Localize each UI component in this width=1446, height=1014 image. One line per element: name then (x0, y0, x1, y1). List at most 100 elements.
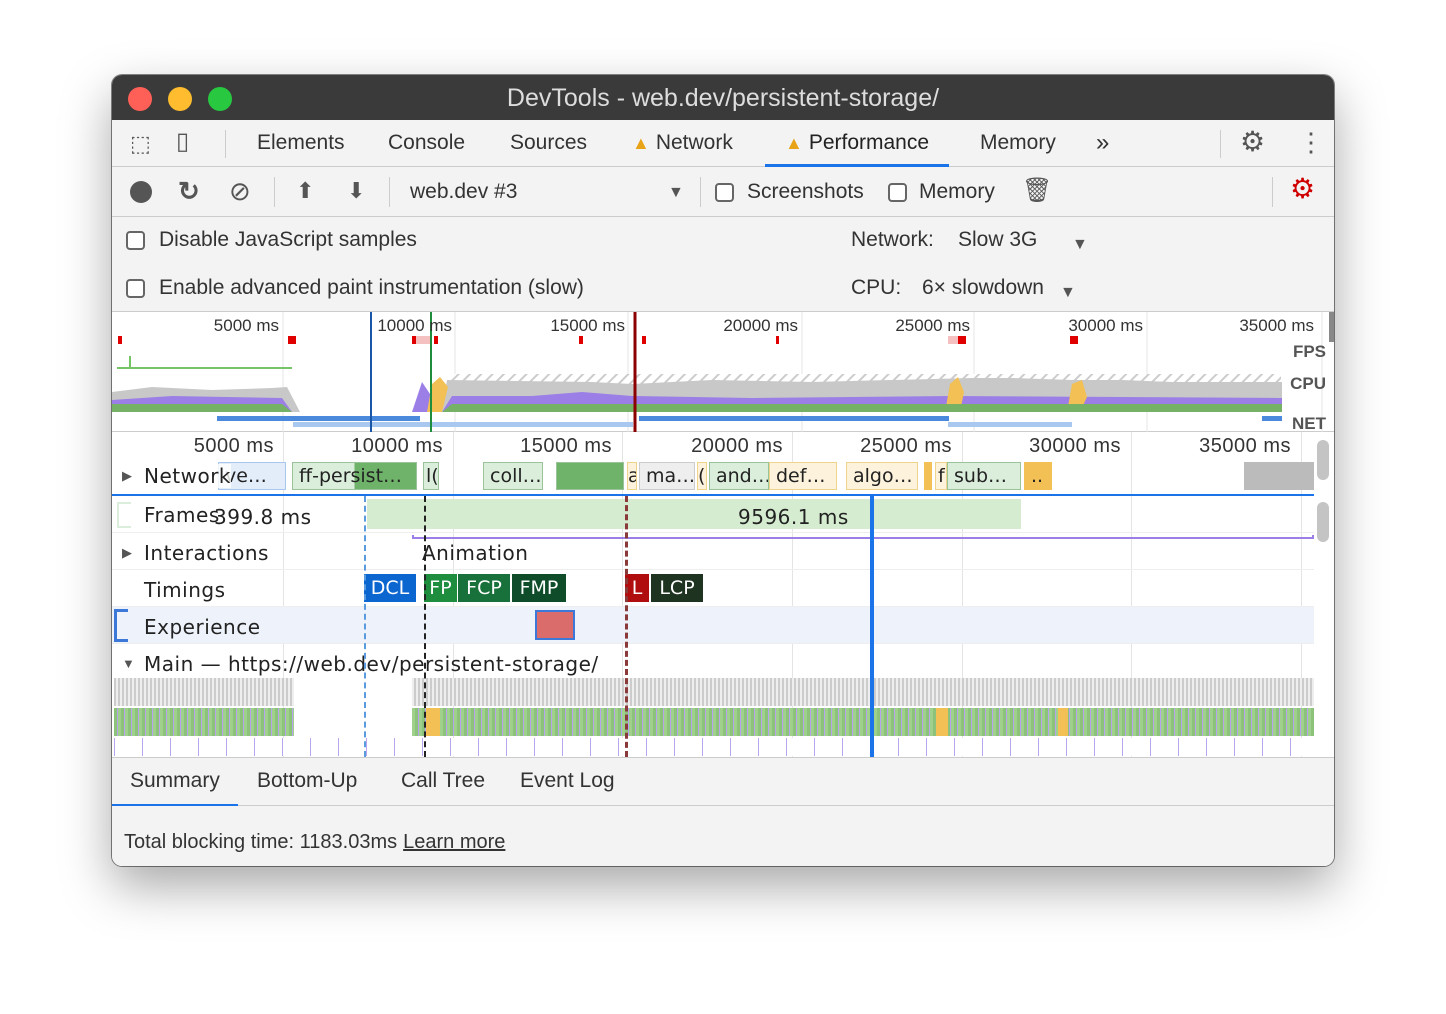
layout-shift-block[interactable] (535, 610, 575, 640)
tab-console[interactable]: Console (388, 131, 466, 154)
settings-gear-icon[interactable]: ⚙ (1240, 126, 1266, 157)
frame-duration: 9596.1 ms (738, 505, 849, 529)
timing-marker-dcl[interactable]: DCL (364, 574, 416, 602)
reload-record-icon[interactable]: ↻ (178, 176, 200, 206)
capture-settings-icon[interactable]: ⚙ (1290, 173, 1316, 204)
total-blocking-time: Total blocking time: 1183.03ms (124, 831, 398, 853)
record-button[interactable] (130, 181, 152, 203)
more-tabs-button[interactable]: » (1096, 129, 1110, 156)
frames-track[interactable]: Frames 399.8 ms 9596.1 ms (112, 496, 1314, 533)
close-button[interactable] (128, 87, 152, 111)
net-bar (1262, 416, 1282, 421)
network-throttle-select[interactable]: Slow 3G (958, 228, 1038, 251)
maximize-button[interactable] (208, 87, 232, 111)
interactions-track[interactable]: ▶ Interactions Animation (112, 533, 1314, 570)
tab-label: Performance (808, 131, 930, 154)
devtools-window: DevTools - web.dev/persistent-storage/ ⬚… (112, 75, 1334, 866)
screenshots-label[interactable]: Screenshots (747, 180, 864, 203)
network-request[interactable]: .. (1024, 462, 1052, 490)
capture-settings-pane: Disable JavaScript samples Enable advanc… (112, 217, 1334, 312)
advanced-paint-label[interactable]: Enable advanced paint instrumentation (s… (159, 276, 584, 299)
timing-marker-fp[interactable]: FP (424, 574, 457, 602)
details-tabs: Summary Bottom-Up Call Tree Event Log (112, 757, 1334, 807)
fps-label: FPS (1292, 342, 1326, 361)
timing-marker-lcp[interactable]: LCP (651, 574, 703, 602)
device-toolbar-icon[interactable]: ▯ (176, 128, 190, 155)
disable-js-samples-checkbox[interactable] (126, 231, 145, 250)
vertical-scrollbar[interactable] (1317, 502, 1329, 542)
fps-line (117, 356, 292, 369)
main-thread-flame[interactable] (114, 678, 1314, 757)
network-request[interactable]: f (935, 462, 947, 490)
tab-summary[interactable]: Summary (112, 758, 238, 807)
cpu-throttle-select[interactable]: 6× slowdown (922, 276, 1044, 299)
advanced-paint-checkbox[interactable] (126, 279, 145, 298)
vertical-scrollbar[interactable] (1317, 440, 1329, 480)
more-options-icon[interactable]: ⋮ (1298, 127, 1324, 157)
main-thread-header[interactable]: ▼ Main — https://web.dev/persistent-stor… (112, 644, 1314, 681)
expand-arrow-icon[interactable]: ▶ (122, 468, 132, 483)
tab-sources[interactable]: Sources (510, 131, 588, 154)
network-request[interactable]: sub… (947, 462, 1021, 490)
tab-network[interactable]: ▲ Network (632, 120, 733, 167)
clear-icon[interactable]: ⊘ (229, 176, 251, 206)
screenshots-checkbox[interactable] (715, 183, 734, 202)
cpu-throttle-label: CPU: (851, 276, 902, 299)
dropdown-arrow-icon[interactable]: ▼ (1060, 284, 1076, 301)
disable-js-samples-label[interactable]: Disable JavaScript samples (159, 228, 417, 251)
inspect-element-icon[interactable]: ⬚ (130, 131, 151, 156)
network-request[interactable]: ma… (639, 462, 695, 490)
overview-scroll-handle (1329, 312, 1334, 342)
network-request[interactable] (556, 462, 624, 490)
overview-tick: 10000 ms (377, 316, 452, 335)
collect-garbage-icon[interactable]: 🗑 (1022, 177, 1053, 204)
overview-tick: 5000 ms (213, 316, 279, 335)
network-request[interactable]: coll… (483, 462, 543, 490)
tab-event-log[interactable]: Event Log (520, 769, 615, 792)
dcl-marker-line (364, 496, 366, 757)
network-request[interactable]: algo… (846, 462, 918, 490)
network-request[interactable]: ff-persist… (292, 462, 417, 490)
frame-bar[interactable] (367, 499, 1021, 529)
dropdown-arrow-icon[interactable]: ▼ (1072, 236, 1088, 253)
memory-label[interactable]: Memory (919, 180, 995, 203)
net-bar (217, 416, 420, 421)
tab-bottom-up[interactable]: Bottom-Up (257, 769, 358, 792)
frame-duration: 399.8 ms (214, 505, 312, 529)
timing-marker-fmp[interactable]: FMP (512, 574, 566, 602)
expand-arrow-icon[interactable]: ▶ (122, 545, 132, 560)
network-request[interactable]: and… (709, 462, 769, 490)
overview-tick: 25000 ms (895, 316, 970, 335)
tab-memory[interactable]: Memory (980, 131, 1056, 154)
learn-more-link[interactable]: Learn more (403, 831, 506, 853)
title-bar: DevTools - web.dev/persistent-storage/ (112, 75, 1334, 120)
net-bar (948, 422, 1072, 427)
time-tick: 30000 ms (1029, 435, 1121, 457)
upload-icon[interactable]: ⬆ (296, 178, 315, 203)
network-request[interactable]: a (627, 462, 637, 490)
network-request[interactable]: def… (769, 462, 837, 490)
network-track-label[interactable]: Network (144, 464, 232, 488)
frames-track-label: Frames (144, 503, 220, 527)
memory-checkbox[interactable] (888, 183, 907, 202)
network-request[interactable] (1244, 462, 1314, 490)
tab-elements[interactable]: Elements (257, 131, 345, 154)
dropdown-arrow-icon[interactable]: ▼ (668, 184, 684, 201)
recording-select[interactable]: web.dev #3 (410, 180, 518, 203)
collapse-arrow-icon[interactable]: ▼ (122, 656, 135, 671)
timeline-overview[interactable]: 5000 ms 10000 ms 15000 ms 20000 ms 25000… (112, 312, 1334, 433)
timings-track: Timings (112, 570, 1314, 607)
animation-bar[interactable] (412, 535, 1314, 539)
network-request[interactable] (924, 462, 932, 490)
tab-call-tree[interactable]: Call Tree (401, 769, 486, 792)
timing-marker-load[interactable]: L (625, 574, 649, 602)
timing-marker-fcp[interactable]: FCP (458, 574, 510, 602)
download-icon[interactable]: ⬇ (347, 178, 366, 203)
tab-performance[interactable]: ▲ Performance (765, 120, 950, 167)
network-request[interactable]: l( (423, 462, 439, 490)
experience-track[interactable]: Experience (112, 607, 1314, 644)
minimize-button[interactable] (168, 87, 192, 111)
timings-track-label: Timings (144, 578, 226, 602)
flame-chart[interactable]: 5000 ms 10000 ms 15000 ms 20000 ms 25000… (112, 432, 1334, 757)
network-request[interactable]: ( (697, 462, 707, 490)
